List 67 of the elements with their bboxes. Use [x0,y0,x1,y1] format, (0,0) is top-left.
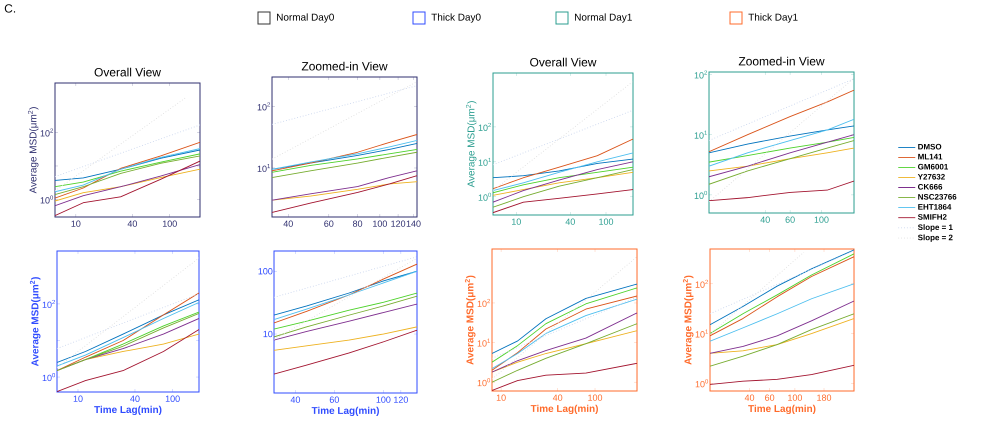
y-tick-label: 10$^{2}$ [696,280,708,288]
text: Normal Day1 [575,13,632,23]
x-tick-label: 40 [552,394,562,401]
y-tick-label: 10$^{2}$ [42,300,56,308]
x-tick-label: 100 [788,394,802,401]
x-tick-label: 40 [128,220,138,227]
y-tick-label: 10$^{0}$ [694,190,708,199]
x-tick-label: 100 [162,220,177,227]
y-tick-label: 10$^{2}$ [478,122,492,131]
chart-title: Zoomed-in View [738,56,825,66]
chart-title: Overall View [530,58,596,66]
x-tick-label: 100 [588,394,602,401]
x-tick-label: 80 [352,220,362,227]
x-tick-label: 40 [283,220,293,227]
y-axis-title: Average MSD(μm$^{2}$) [30,277,40,366]
x-tick-label: 100 [376,396,390,403]
x-tick-label: 60 [765,394,774,401]
y-tick-label: 10$^{1}$ [694,130,708,139]
x-tick-label: 100 [166,396,180,402]
y-tick-label: 10$^{2}$ [694,70,708,79]
x-tick-label: 40 [566,218,575,225]
chart-title: Overall View [94,68,161,76]
chart-title: Zoomed-in View [302,62,388,70]
y-tick-label: 10$^{2}$ [258,102,270,110]
y-tick-label: 10$^{0}$ [42,373,56,382]
x-tick-label: 120 [391,220,406,227]
x-tick-label: 10 [496,394,506,401]
x-tick-label: 10 [74,396,83,402]
y-tick-label: 10$^{2}$ [478,298,490,307]
x-tick-label: 100 [814,216,829,223]
y-tick-label: 10$^{1}$ [478,338,490,347]
x-tick-label: 10 [512,218,521,225]
x-tick-label: 100 [599,218,614,225]
y-axis-title: Average MSD(μm$^{2}$) [28,107,38,194]
y-axis-title: Average MSD(μm$^{2}$) [464,276,476,365]
x-axis-title: Time Lag(min) [748,404,816,414]
y-tick-label: 10$^{0}$ [696,379,708,388]
y-tick-label: 100 [258,268,272,274]
x-tick-label: 60 [324,220,334,227]
y-tick-label: 10 [264,330,272,338]
text: Thick Day0 [431,13,481,23]
y-tick-label: 10$^{1}$ [258,164,270,172]
y-axis-title: Average MSD(μm$^{2}$) [466,101,476,188]
x-axis-title: Time Lag(min) [94,406,162,416]
x-tick-label: 60 [786,216,795,223]
x-tick-label: 40 [130,396,140,402]
x-tick-label: 100 [373,220,387,227]
y-tick-label: 10$^{0}$ [478,192,492,201]
y-tick-label: 10$^{2}$ [40,128,54,137]
y-tick-label: 10$^{0}$ [478,378,490,386]
x-axis-title: Time Lag(min) [530,404,598,414]
x-tick-label: 40 [744,394,754,401]
y-tick-label: 10$^{1}$ [696,330,708,338]
text: Normal Day0 [277,13,334,23]
y-axis-title: Average MSD(μm$^{2}$) [682,276,694,365]
text: Thick Day1 [748,13,798,23]
x-tick-label: 120 [394,396,408,403]
y-tick-label: 10$^{0}$ [40,195,54,204]
x-tick-label: 180 [817,394,832,401]
x-tick-label: 40 [760,216,770,223]
y-tick-label: 10$^{1}$ [478,158,492,166]
x-tick-label: 140 [406,220,421,227]
x-axis-title: Time Lag(min) [312,406,379,416]
x-tick-label: 10 [72,220,80,227]
text: C. [4,4,16,13]
x-tick-label: 40 [290,396,300,403]
x-tick-label: 60 [330,396,339,403]
